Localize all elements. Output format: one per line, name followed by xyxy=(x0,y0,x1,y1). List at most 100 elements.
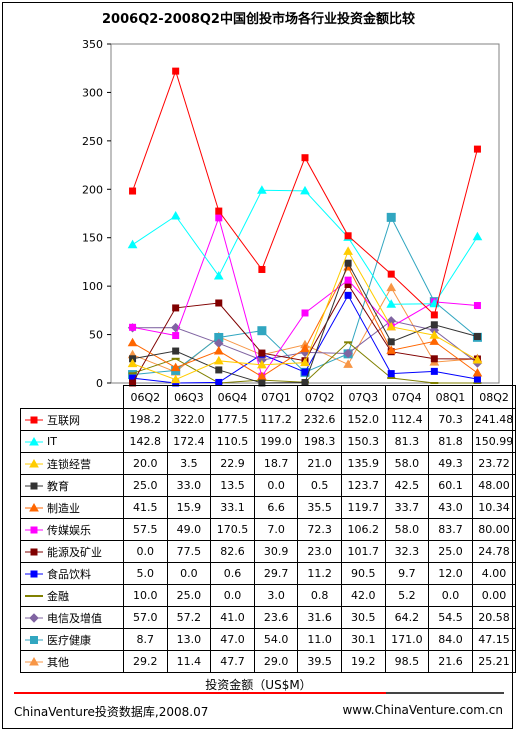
data-label: 35.5 xyxy=(297,496,342,519)
data-label: 90.5 xyxy=(340,562,386,585)
data-point-教育 xyxy=(344,259,352,267)
data-label: 41.0 xyxy=(210,606,255,629)
x-tick-label: 07Q4 xyxy=(384,385,430,409)
table-row: IT 142.8 172.4 110.5 199.0 198.3 150.3 81.3 81.8… xyxy=(20,430,517,453)
data-label: 29.7 xyxy=(253,562,299,585)
data-point-IT xyxy=(257,185,267,194)
data-label: 150.3 xyxy=(340,430,386,453)
data-point-连锁经营 xyxy=(170,374,181,384)
source-text: ChinaVenture投资数据库,2008.07 xyxy=(14,705,209,719)
legend-label: 金融 xyxy=(47,589,69,603)
data-point-连锁经营 xyxy=(213,355,224,365)
table-row: 金融 10.0 25.0 0.0 3.0 0.8 42.0 5.2 0.0 0.00 xyxy=(20,584,517,607)
legend-swatch-icon xyxy=(25,570,43,577)
y-tick-label: 50 xyxy=(89,329,103,342)
data-label: 5.2 xyxy=(384,584,430,607)
data-point-IT xyxy=(472,231,483,241)
data-label: 11.0 xyxy=(297,628,342,651)
data-label: 83.7 xyxy=(428,518,473,541)
table-row: 制造业 41.5 15.9 33.1 6.6 35.5 119.7 33.7 43.0 10.34 xyxy=(20,496,517,519)
table-row: 传媒娱乐 57.5 49.0 170.5 7.0 72.3 106.2 58.0 83.7 80.… xyxy=(20,518,517,541)
data-label: 30.5 xyxy=(340,606,386,629)
data-point-互联网 xyxy=(430,311,438,319)
data-label: 33.7 xyxy=(384,496,430,519)
data-point-食品饮料 xyxy=(301,368,309,376)
data-point-传媒娱乐 xyxy=(301,309,309,317)
data-label: 4.00 xyxy=(471,562,517,585)
data-label: 24.78 xyxy=(471,540,517,563)
data-label: 0.0 xyxy=(428,584,473,607)
legend-cell: 其他 xyxy=(20,650,124,673)
data-point-连锁经营 xyxy=(257,359,267,369)
data-label: 23.6 xyxy=(253,606,299,629)
data-label: 5.0 xyxy=(123,562,168,585)
data-point-制造业 xyxy=(127,337,138,347)
data-point-教育 xyxy=(387,338,395,346)
data-point-教育 xyxy=(172,347,180,355)
data-label: 77.5 xyxy=(166,540,212,563)
data-label: 47.0 xyxy=(210,628,255,651)
data-point-IT xyxy=(300,185,310,195)
data-label: 70.3 xyxy=(428,408,473,431)
data-point-医疗健康 xyxy=(386,212,396,222)
data-label: 81.3 xyxy=(384,430,430,453)
data-label: 31.6 xyxy=(297,606,342,629)
data-label: 171.0 xyxy=(384,628,430,651)
data-point-互联网 xyxy=(301,154,309,162)
data-label: 12.0 xyxy=(428,562,473,585)
legend-swatch-icon xyxy=(25,482,43,489)
data-point-其他 xyxy=(386,282,397,292)
legend-swatch-icon xyxy=(25,458,43,467)
x-tick-label: 08Q1 xyxy=(428,385,473,409)
data-point-连锁经营 xyxy=(386,321,397,331)
data-label: 60.1 xyxy=(428,474,473,497)
data-label: 30.1 xyxy=(340,628,386,651)
data-point-IT xyxy=(170,211,181,220)
data-label: 13.0 xyxy=(166,628,212,651)
data-point-互联网 xyxy=(258,265,266,273)
data-label: 170.5 xyxy=(210,518,255,541)
data-point-医疗健康 xyxy=(257,326,267,336)
data-label: 81.8 xyxy=(428,430,473,453)
data-point-电信及增值 xyxy=(343,348,353,359)
data-label: 11.4 xyxy=(166,650,212,673)
data-label: 101.7 xyxy=(340,540,386,563)
legend-cell: 传媒娱乐 xyxy=(20,518,124,541)
data-point-能源及矿业 xyxy=(172,304,180,312)
data-label: 21.0 xyxy=(297,452,342,475)
data-label: 58.0 xyxy=(384,452,430,475)
legend-swatch-icon xyxy=(25,416,43,423)
data-label: 0.0 xyxy=(210,584,255,607)
data-label: 82.6 xyxy=(210,540,255,563)
data-label: 32.3 xyxy=(384,540,430,563)
data-point-传媒娱乐 xyxy=(473,302,481,310)
data-point-互联网 xyxy=(473,145,481,153)
data-point-教育 xyxy=(473,333,481,341)
data-label: 33.1 xyxy=(210,496,255,519)
data-label: 150.99 xyxy=(471,430,517,453)
data-label: 57.5 xyxy=(123,518,168,541)
y-tick-label: 300 xyxy=(82,86,103,99)
footer-rule-dark xyxy=(386,692,504,694)
data-point-互联网 xyxy=(344,232,352,240)
data-label: 39.5 xyxy=(297,650,342,673)
data-point-互联网 xyxy=(129,187,137,195)
data-point-传媒娱乐 xyxy=(215,214,223,222)
data-label: 49.0 xyxy=(166,518,212,541)
y-tick-label: 250 xyxy=(82,135,103,148)
y-tick-label: 100 xyxy=(82,280,103,293)
data-point-能源及矿业 xyxy=(430,355,438,363)
data-point-制造业 xyxy=(170,362,181,372)
x-tick-label: 07Q2 xyxy=(297,385,342,409)
y-tick-label: 0 xyxy=(96,377,103,390)
data-label: 18.7 xyxy=(253,452,299,475)
data-label: 152.0 xyxy=(340,408,386,431)
data-point-连锁经营 xyxy=(343,246,353,255)
data-label: 9.7 xyxy=(384,562,430,585)
data-label: 64.2 xyxy=(384,606,430,629)
data-point-互联网 xyxy=(215,207,223,215)
series-line-IT xyxy=(132,189,478,305)
legend-swatch-icon xyxy=(25,612,43,623)
plot-area xyxy=(110,43,500,384)
